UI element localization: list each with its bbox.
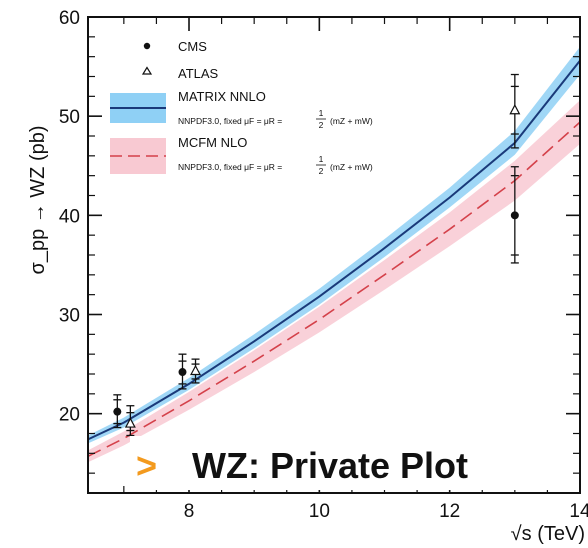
legend-mcfm-label: MCFM NLO	[178, 135, 247, 150]
legend: CMS ATLAS MATRIX NNLO NNPDF3.0, fixed μF…	[110, 39, 373, 176]
y-tick-label-50: 50	[59, 107, 80, 128]
overlay-private-plot-label: WZ: Private Plot	[192, 445, 468, 486]
y-tick-label-40: 40	[59, 206, 80, 227]
legend-atlas-marker	[141, 66, 153, 75]
axis-ticks	[88, 16, 581, 493]
legend-matrix-sublabel-suffix: (mZ + mW)	[330, 116, 373, 126]
legend-matrix-sublabel-prefix: NNPDF3.0, fixed μF = μR =	[178, 116, 282, 126]
legend-mcfm-sublabel: NNPDF3.0, fixed μF = μR = 1 2 (mZ + mW)	[178, 154, 373, 176]
legend-mcfm-sublabel-prefix: NNPDF3.0, fixed μF = μR =	[178, 162, 282, 172]
uncertainty-bands	[88, 46, 580, 463]
cms-point-1	[178, 368, 187, 377]
prediction-curves	[87, 59, 581, 458]
y-tick-label-60: 60	[59, 8, 80, 29]
x-tick-label-14: 14	[569, 501, 588, 522]
cms-point-2	[510, 211, 519, 220]
y-axis-label: σ_pp → WZ (pb)	[27, 125, 49, 274]
atlas-point-0	[124, 417, 136, 428]
legend-matrix-frac-num: 1	[319, 108, 324, 118]
y-tick-label-20: 20	[59, 405, 80, 426]
atlas-point-1	[190, 364, 202, 376]
legend-cms-marker	[143, 42, 151, 50]
legend-matrix-frac-den: 2	[319, 120, 324, 130]
measurement-points	[113, 73, 521, 437]
mcfm-nlo-line	[87, 121, 581, 458]
legend-atlas-label: ATLAS	[178, 66, 219, 81]
cms-point-0	[113, 407, 122, 416]
legend-mcfm-sublabel-suffix: (mZ + mW)	[330, 162, 373, 172]
mcfm-nlo-band	[88, 100, 580, 463]
y-tick-label-30: 30	[59, 306, 80, 327]
legend-mcfm-frac-den: 2	[319, 166, 324, 176]
atlas-point-2	[509, 103, 521, 115]
legend-matrix-sublabel: NNPDF3.0, fixed μF = μR = 1 2 (mZ + mW)	[178, 108, 373, 130]
matrix-nnlo-line	[87, 59, 581, 441]
legend-matrix-label: MATRIX NNLO	[178, 89, 266, 104]
legend-cms-label: CMS	[178, 39, 207, 54]
legend-mcfm-frac-num: 1	[319, 154, 324, 164]
x-tick-label-8: 8	[184, 501, 195, 522]
overlay-backdrop	[130, 436, 564, 490]
x-tick-label-12: 12	[439, 501, 460, 522]
x-tick-label-10: 10	[309, 501, 330, 522]
overlay-arrow-icon: >	[136, 445, 157, 486]
x-axis-label: √s (TeV)	[511, 523, 585, 545]
